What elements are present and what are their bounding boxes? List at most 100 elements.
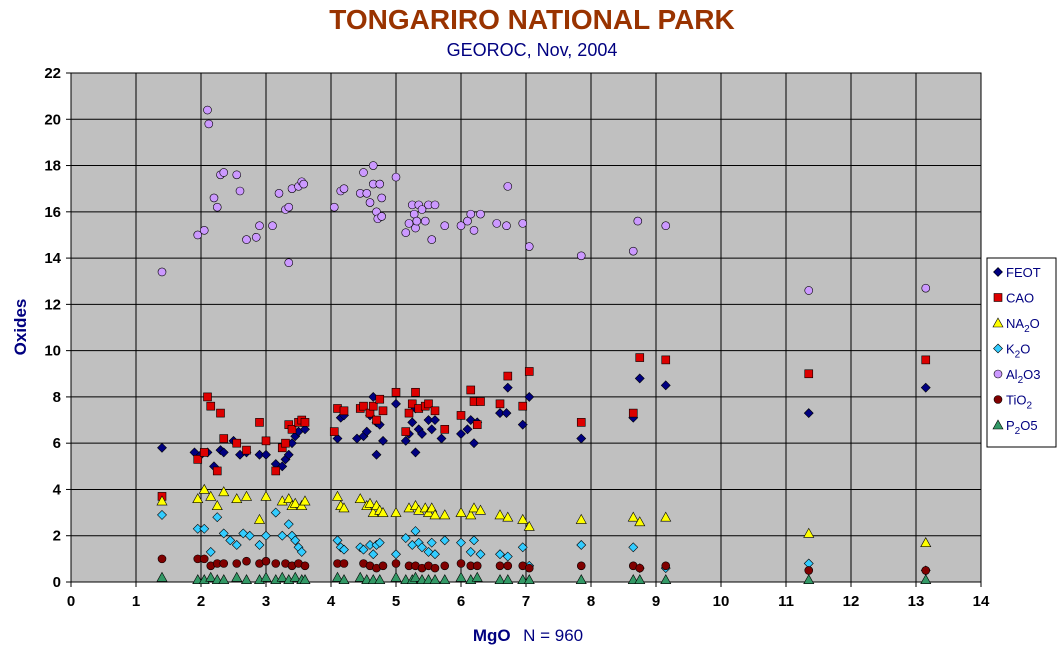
point-cao: [411, 387, 420, 397]
point-p2o5: [390, 571, 402, 582]
x-tick-label: 3: [262, 593, 270, 610]
point-al2o3: [661, 221, 671, 230]
point-p2o5: [920, 574, 932, 584]
point-na2o: [338, 502, 350, 513]
y-tick-label: 6: [53, 435, 61, 452]
point-tio2: [661, 561, 671, 571]
point-k2o: [400, 533, 411, 543]
y-tick-label: 18: [44, 158, 61, 175]
point-k2o: [296, 546, 307, 557]
gridlines: [71, 73, 981, 582]
point-feot: [371, 449, 382, 460]
point-na2o: [218, 486, 230, 497]
point-k2o: [374, 537, 385, 548]
point-k2o: [332, 535, 343, 546]
point-cao: [242, 445, 251, 455]
x-tick-label: 2: [197, 593, 205, 610]
point-tio2: [430, 563, 440, 573]
point-na2o: [289, 497, 301, 508]
legend-marker-na2o: [992, 317, 1004, 328]
legend-marker-feot: [993, 267, 1003, 277]
y-tick-label: 0: [53, 574, 61, 591]
point-na2o: [192, 493, 204, 504]
legend-label-subscript: 2: [1018, 375, 1024, 386]
point-al2o3: [329, 202, 339, 212]
point-p2o5: [374, 574, 386, 584]
point-al2o3: [411, 223, 420, 233]
chart-title: TONGARIRO NATIONAL PARK: [329, 4, 735, 35]
x-axis-label-main: MgO: [473, 626, 511, 645]
point-feot: [469, 438, 479, 449]
legend-label-main: P: [1006, 418, 1015, 433]
point-al2o3: [255, 221, 264, 230]
series-feot: [157, 373, 931, 472]
point-al2o3: [157, 267, 167, 277]
point-cao: [921, 355, 931, 365]
point-k2o: [465, 546, 476, 557]
point-tio2: [635, 563, 645, 573]
legend-label-p2o5: P2O5: [1006, 418, 1038, 437]
x-tick-label: 1: [132, 593, 140, 610]
point-al2o3: [391, 172, 401, 182]
point-p2o5: [331, 571, 344, 582]
point-na2o: [429, 509, 441, 520]
y-tick-label: 22: [44, 65, 61, 82]
point-al2o3: [404, 219, 414, 228]
point-cao: [232, 438, 242, 448]
point-p2o5: [205, 571, 217, 582]
point-cao: [576, 418, 586, 427]
point-al2o3: [503, 182, 513, 191]
point-al2o3: [193, 230, 203, 240]
point-cao: [524, 367, 534, 376]
point-na2o: [211, 500, 223, 510]
point-cao: [359, 401, 368, 411]
point-p2o5: [494, 574, 506, 584]
point-tio2: [219, 559, 229, 568]
legend-label-main: FEOT: [1006, 265, 1041, 280]
legend-label-subscript: 2: [1015, 426, 1021, 437]
point-p2o5: [575, 574, 587, 584]
point-cao: [287, 424, 297, 434]
x-tick-label: 4: [327, 593, 336, 610]
point-na2o: [627, 511, 639, 522]
point-k2o: [417, 542, 427, 553]
point-feot: [254, 449, 265, 460]
point-cao: [456, 411, 466, 420]
point-cao: [407, 399, 417, 409]
point-na2o: [364, 497, 376, 508]
x-tick-label: 14: [973, 593, 990, 610]
point-cao: [495, 399, 505, 409]
point-feot: [524, 391, 535, 402]
point-p2o5: [803, 574, 815, 584]
legend-label-al2o3: Al2O3: [1006, 367, 1040, 386]
point-tio2: [242, 556, 251, 566]
point-tio2: [503, 561, 513, 571]
point-k2o: [358, 544, 369, 555]
point-k2o: [261, 530, 271, 541]
point-na2o: [920, 537, 932, 547]
point-k2o: [368, 549, 379, 560]
point-k2o: [218, 528, 229, 539]
series-na2o: [156, 483, 932, 547]
point-na2o: [231, 493, 243, 504]
x-tick-label: 8: [587, 593, 595, 610]
point-k2o: [270, 507, 281, 518]
point-al2o3: [219, 168, 229, 177]
legend-label-main: TiO: [1006, 393, 1026, 408]
point-al2o3: [377, 193, 387, 203]
legend-label-main: Al: [1006, 367, 1018, 382]
point-al2o3: [420, 216, 430, 226]
point-na2o: [474, 504, 487, 515]
point-p2o5: [218, 574, 230, 584]
point-cao: [193, 455, 203, 464]
point-feot: [400, 435, 411, 446]
point-al2o3: [209, 193, 219, 203]
point-p2o5: [634, 574, 646, 584]
point-p2o5: [455, 571, 467, 582]
point-cao: [199, 448, 209, 457]
point-p2o5: [471, 571, 483, 582]
point-feot: [378, 435, 388, 446]
series-al2o3: [157, 105, 931, 295]
point-cao: [430, 406, 440, 416]
